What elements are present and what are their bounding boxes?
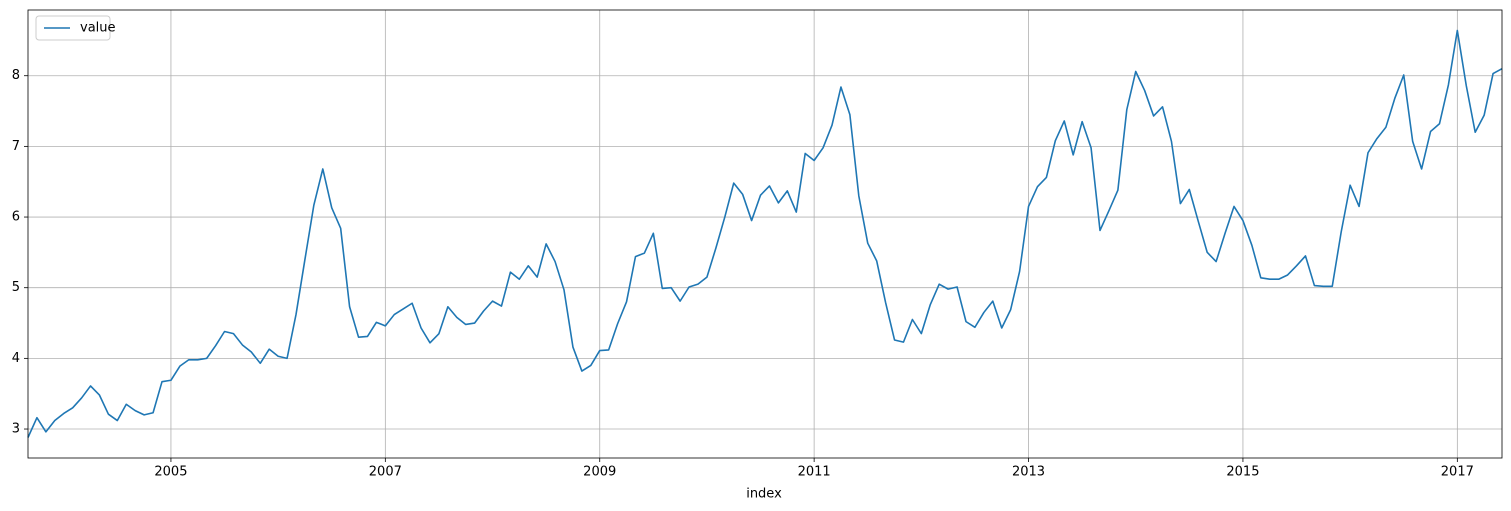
legend: value — [35, 15, 116, 41]
x-tick-label: 2009 — [583, 465, 616, 480]
y-tick-label: 5 — [12, 280, 20, 295]
plot-frame — [27, 9, 1503, 459]
x-axis-label: index — [746, 487, 782, 502]
legend-label: value — [80, 21, 116, 36]
y-tick-label: 7 — [12, 139, 20, 154]
x-tick-label: 2005 — [154, 465, 187, 480]
line-series — [27, 29, 1503, 438]
y-tick-label: 6 — [12, 210, 20, 225]
x-tick-label: 2007 — [369, 465, 402, 480]
x-tick-label: 2017 — [1441, 465, 1474, 480]
x-tick-label: 2013 — [1012, 465, 1045, 480]
y-tick-label: 8 — [12, 68, 20, 83]
x-tick-label: 2015 — [1226, 465, 1259, 480]
legend-box — [35, 15, 111, 41]
y-tick-label: 3 — [12, 422, 20, 437]
y-tick-label: 4 — [12, 351, 20, 366]
x-tick-label: 2011 — [798, 465, 831, 480]
